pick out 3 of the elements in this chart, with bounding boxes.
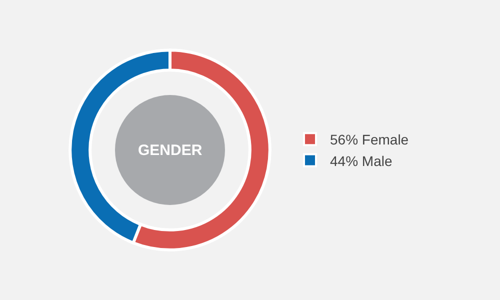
text: GENDER [138,142,202,159]
legend-label: 44% Male [330,152,392,169]
legend-label: 56% Female [330,132,409,148]
